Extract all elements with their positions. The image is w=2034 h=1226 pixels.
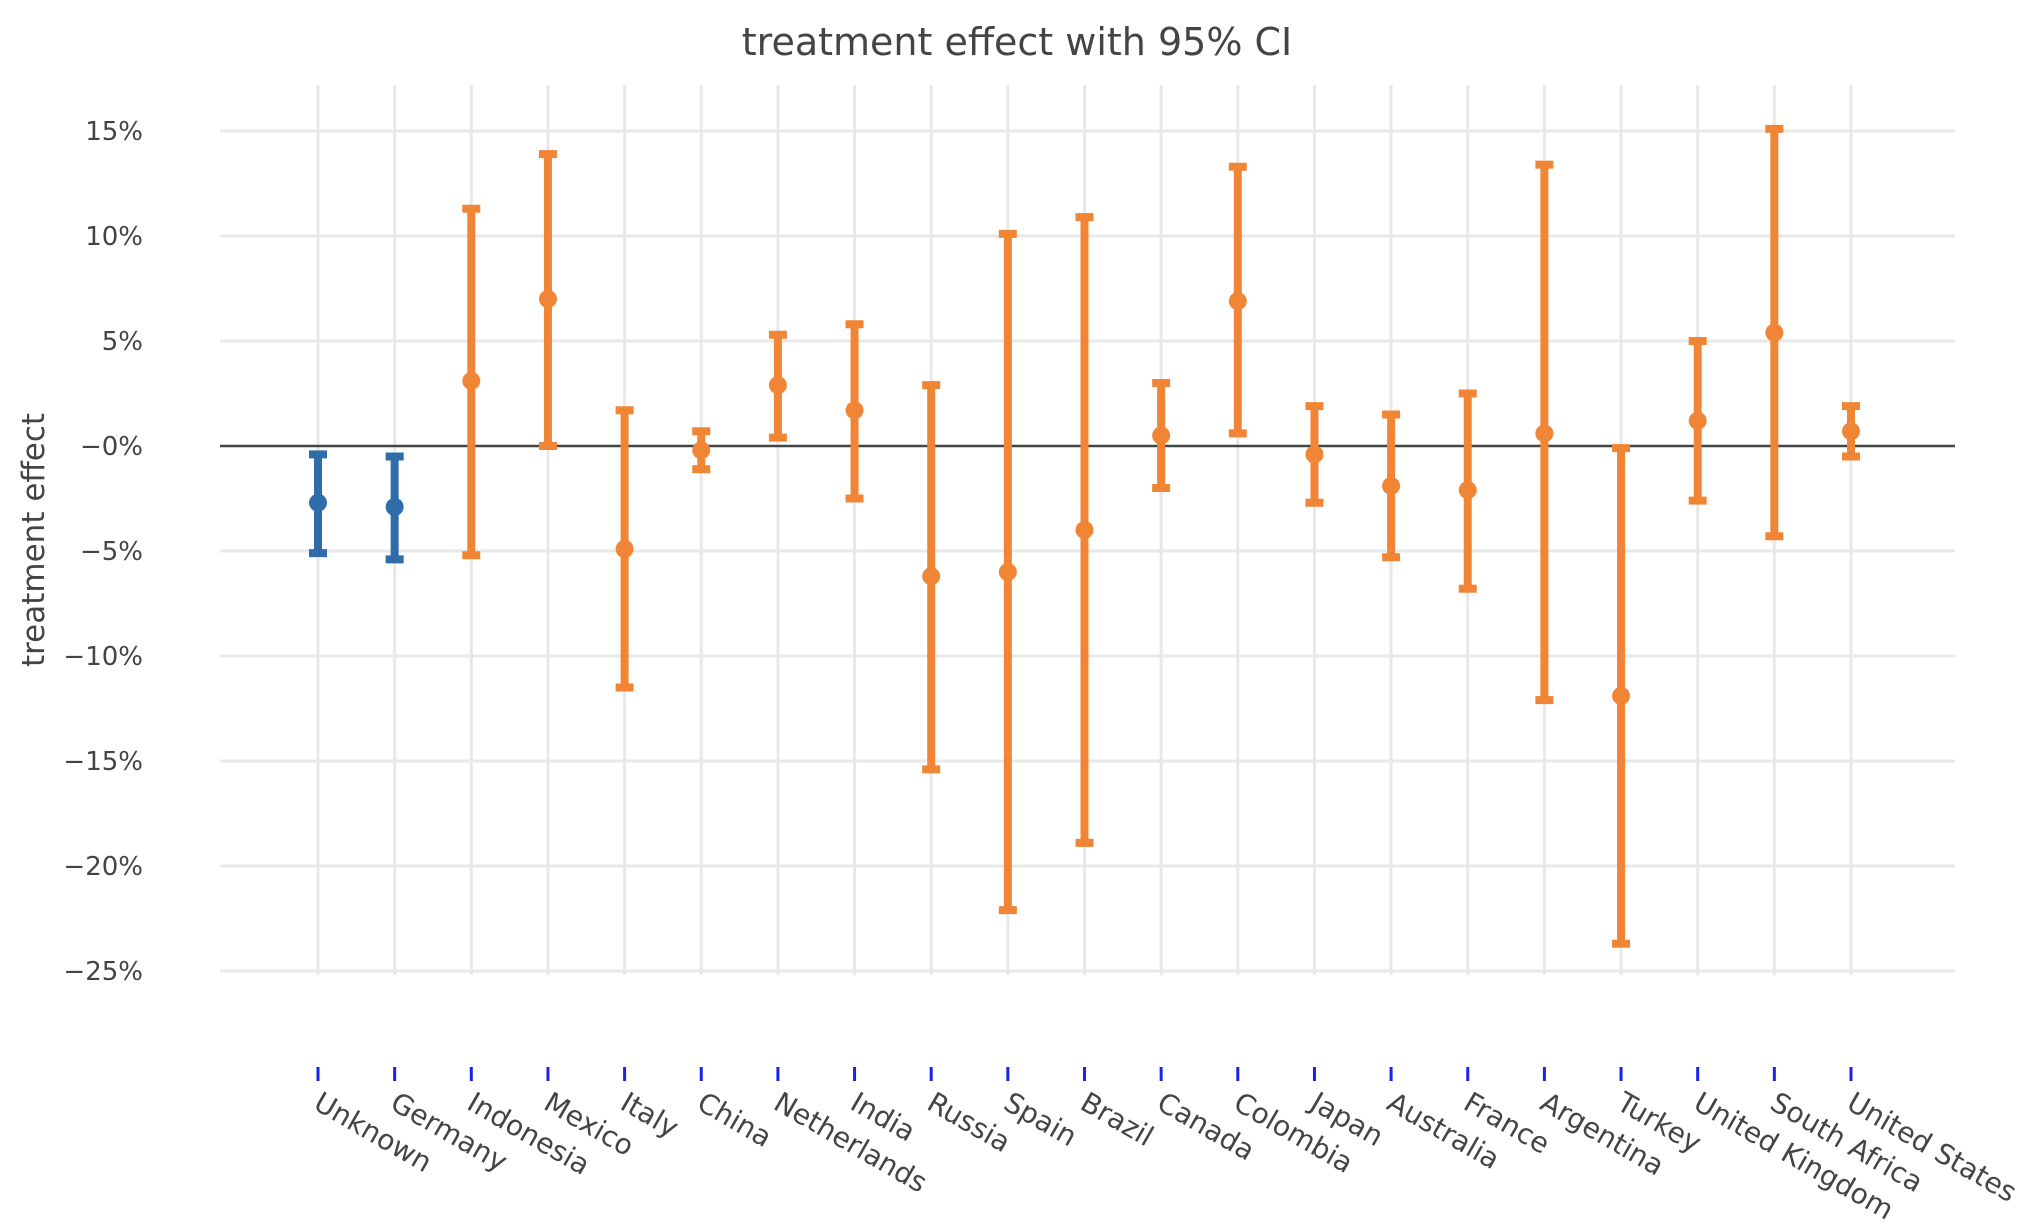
error-bar-united-states — [1842, 402, 1860, 461]
point-estimate-marker — [998, 563, 1017, 581]
point-estimate-marker — [462, 371, 481, 390]
point-estimate-marker — [1765, 323, 1784, 342]
y-tick-label: 15% — [85, 117, 143, 147]
error-bar-mexico — [538, 150, 557, 450]
error-bar-canada — [1152, 379, 1171, 492]
error-bar-germany — [385, 452, 404, 564]
y-tick-label: −15% — [63, 747, 143, 777]
error-bar-turkey — [1612, 444, 1631, 948]
point-estimate-marker — [1688, 411, 1707, 430]
point-estimate-marker — [1842, 422, 1860, 441]
y-tick-label: −5% — [80, 537, 143, 567]
point-estimate-marker — [845, 401, 864, 420]
point-estimate-marker — [922, 567, 941, 586]
point-estimate-marker — [1075, 521, 1094, 539]
error-bar-china — [692, 427, 711, 474]
point-estimate-marker — [615, 539, 634, 558]
error-bar-series — [309, 124, 1860, 948]
point-estimate-marker — [1535, 424, 1554, 443]
y-axis-title: treatment effect — [16, 413, 52, 667]
point-estimate-marker — [538, 290, 557, 308]
y-tick-label: 5% — [102, 327, 143, 357]
point-estimate-marker — [1228, 292, 1247, 311]
error-bar-france — [1458, 389, 1477, 593]
error-bar-russia — [922, 381, 941, 774]
y-tick-label: −25% — [63, 957, 143, 987]
error-bar-indonesia — [462, 204, 481, 560]
error-bar-south-africa — [1765, 124, 1784, 541]
point-estimate-marker — [309, 493, 327, 512]
error-bar-argentina — [1535, 160, 1554, 705]
error-bar-colombia — [1228, 162, 1247, 438]
y-tick-label: −10% — [63, 642, 143, 672]
error-bar-italy — [615, 406, 634, 692]
error-bar-australia — [1382, 410, 1401, 562]
point-estimate-marker — [692, 441, 711, 460]
y-axis-ticks: 15% 10% 5% −0% −5% −10% −15% −20% −25% — [63, 117, 143, 987]
point-estimate-marker — [1458, 481, 1477, 500]
point-estimate-marker — [1612, 686, 1631, 705]
error-bar-netherlands — [768, 330, 787, 442]
y-tick-label: −20% — [63, 852, 143, 882]
point-estimate-marker — [768, 376, 787, 395]
point-estimate-marker — [1152, 426, 1171, 445]
error-bar-india — [845, 320, 864, 503]
error-bar-united-kingdom — [1688, 337, 1707, 505]
y-tick-label: −0% — [80, 432, 143, 462]
chart-title: treatment effect with 95% CI — [742, 20, 1293, 64]
y-tick-label: 10% — [85, 222, 143, 252]
point-estimate-marker — [385, 497, 404, 516]
error-bar-brazil — [1075, 213, 1094, 847]
point-estimate-marker — [1382, 476, 1401, 495]
error-bar-japan — [1305, 402, 1324, 507]
point-estimate-marker — [1305, 445, 1324, 464]
error-bar-unknown — [309, 450, 327, 558]
error-bar-spain — [998, 229, 1017, 915]
